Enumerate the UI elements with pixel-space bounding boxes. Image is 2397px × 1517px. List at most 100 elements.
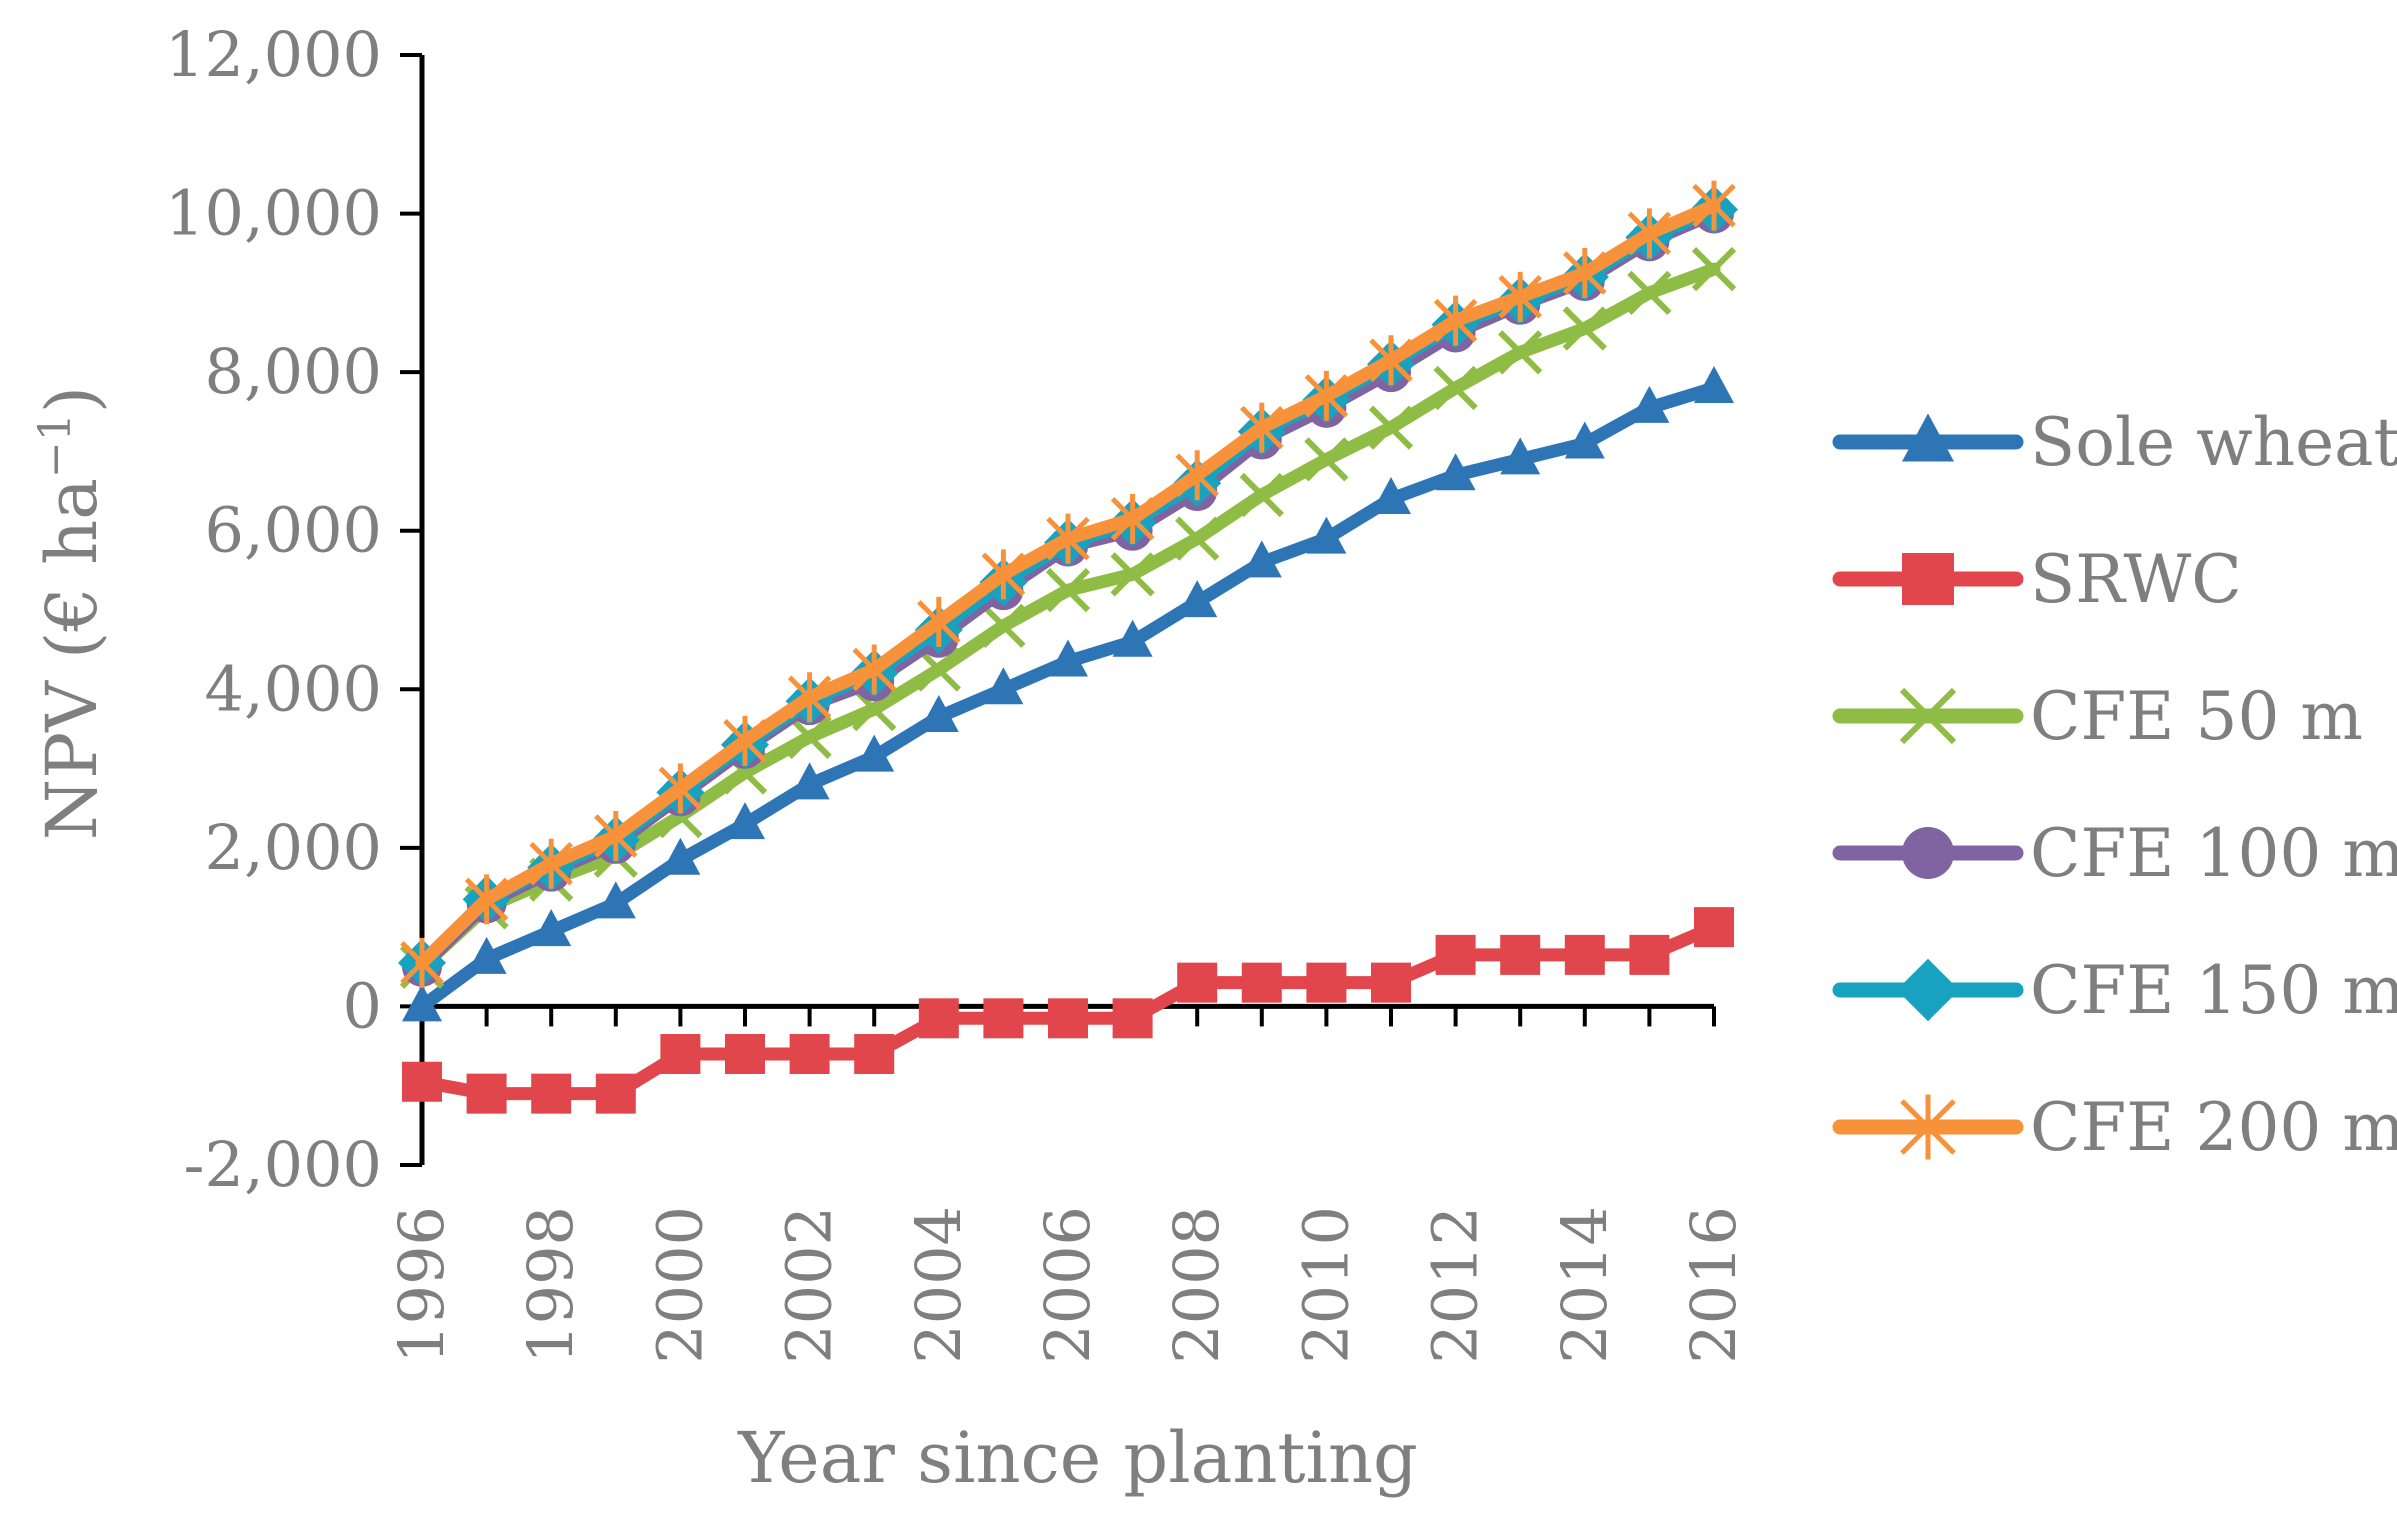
plot-area	[398, 180, 1738, 1114]
marker-stroke	[1498, 330, 1543, 375]
x-tick-label: 2014	[1548, 1206, 1621, 1364]
data-point-marker	[1045, 568, 1091, 613]
x-tick-label: 2004	[902, 1206, 975, 1364]
x-tick-label: 2010	[1289, 1206, 1362, 1364]
data-point-marker	[1175, 516, 1220, 561]
data-point-marker	[854, 1034, 895, 1074]
data-point-marker	[402, 1061, 442, 1102]
data-point-marker	[1177, 580, 1218, 618]
data-point-marker	[1902, 413, 1954, 462]
marker-stroke	[1304, 437, 1349, 482]
data-point-marker	[725, 802, 765, 840]
legend-item-srwc: SRWC	[1832, 541, 2242, 618]
x-tick-label: 2000	[643, 1206, 716, 1364]
data-point-marker	[725, 1034, 765, 1074]
data-point-marker	[1241, 962, 1282, 1003]
data-point-marker	[983, 667, 1024, 705]
y-tick-label: -2,000	[184, 1128, 382, 1201]
legend-label: CFE 50 m	[2030, 678, 2363, 755]
data-point-marker	[1498, 330, 1543, 375]
data-point-marker	[1564, 934, 1605, 975]
data-point-marker	[1241, 540, 1282, 578]
data-point-marker	[1175, 450, 1219, 501]
x-tick-label: 2016	[1677, 1206, 1750, 1364]
x-tick-label: 2002	[773, 1206, 846, 1364]
data-point-marker	[594, 810, 638, 861]
data-point-marker	[595, 881, 636, 919]
data-point-marker	[789, 762, 830, 800]
data-point-marker	[1629, 385, 1670, 423]
data-point-marker	[1177, 962, 1218, 1003]
data-point-marker	[1902, 827, 1954, 879]
marker-stroke	[787, 714, 832, 759]
data-point-marker	[660, 1034, 701, 1074]
data-point-marker	[1627, 270, 1672, 315]
data-point-marker	[787, 714, 832, 759]
legend-item-cfe-50-m: CFE 50 m	[1832, 678, 2363, 755]
data-point-marker	[531, 909, 572, 947]
data-point-marker	[1306, 516, 1347, 554]
data-point-marker	[1500, 934, 1541, 975]
data-point-marker	[1498, 271, 1542, 322]
marker-stroke	[1368, 405, 1414, 450]
marker-stroke	[916, 647, 961, 692]
marker-stroke	[981, 603, 1026, 648]
data-point-marker	[1562, 306, 1607, 351]
data-point-marker	[1048, 639, 1088, 677]
data-point-marker	[1435, 934, 1476, 975]
legend-item-cfe-200-m: CFE 200 m	[1832, 1089, 2397, 1166]
data-point-marker	[1564, 421, 1605, 459]
y-tick-label: 6,000	[205, 494, 383, 567]
data-point-marker	[1500, 437, 1541, 475]
y-axis-title-sup: −1	[30, 413, 81, 478]
legend-item-cfe-150-m: CFE 150 m	[1832, 952, 2397, 1029]
data-point-marker	[918, 998, 959, 1039]
data-point-marker	[918, 695, 959, 733]
marker-stroke	[1899, 687, 1957, 745]
data-point-marker	[1112, 619, 1153, 657]
data-point-marker	[400, 937, 444, 988]
marker-stroke	[1045, 568, 1091, 613]
data-point-marker	[1563, 248, 1607, 299]
legend-label: CFE 100 m	[2030, 815, 2397, 892]
data-point-marker	[1691, 246, 1737, 292]
data-point-marker	[1240, 402, 1284, 453]
data-point-marker	[1900, 1094, 1956, 1160]
data-point-marker	[1112, 998, 1153, 1039]
data-point-marker	[917, 596, 961, 647]
axes: -2,000 0 2,000 4,000 6,000 8,000 10,000 12,000 1…	[165, 18, 1750, 1364]
legend-item-cfe-100-m: CFE 100 m	[1832, 815, 2397, 892]
x-tick-label: 1996	[385, 1206, 458, 1364]
marker-stroke	[1110, 552, 1155, 597]
legend-label: CFE 200 m	[2030, 1089, 2397, 1166]
data-point-marker	[1304, 437, 1349, 482]
marker-stroke	[1239, 472, 1284, 518]
data-point-marker	[1046, 513, 1090, 564]
data-point-marker	[787, 672, 832, 723]
data-point-marker	[981, 603, 1026, 648]
data-point-marker	[1435, 453, 1476, 491]
data-point-marker	[1048, 998, 1088, 1039]
data-point-marker	[1369, 335, 1413, 386]
data-point-marker	[1371, 962, 1411, 1003]
y-tick-label: 4,000	[205, 652, 383, 725]
data-point-marker	[1902, 553, 1954, 605]
marker-stroke	[1175, 516, 1220, 561]
data-point-marker	[1629, 934, 1670, 975]
legend-item-sole-wheat: Sole wheat	[1832, 404, 2397, 481]
series-srwc	[402, 907, 1734, 1114]
y-tick-label: 12,000	[165, 18, 382, 91]
marker-stroke	[1433, 365, 1478, 411]
data-point-marker	[1433, 365, 1478, 411]
data-point-marker	[402, 984, 442, 1022]
marker-stroke	[1627, 270, 1672, 315]
data-point-marker	[723, 715, 767, 766]
data-point-marker	[531, 1073, 572, 1114]
legend: Sole wheat SRWC CFE 50 m CFE 100 m CFE 150 m…	[1832, 404, 2397, 1166]
data-point-marker	[464, 874, 509, 925]
data-point-marker	[916, 647, 961, 692]
series-cfe-200-m	[400, 180, 1736, 988]
data-point-marker	[1627, 208, 1672, 259]
